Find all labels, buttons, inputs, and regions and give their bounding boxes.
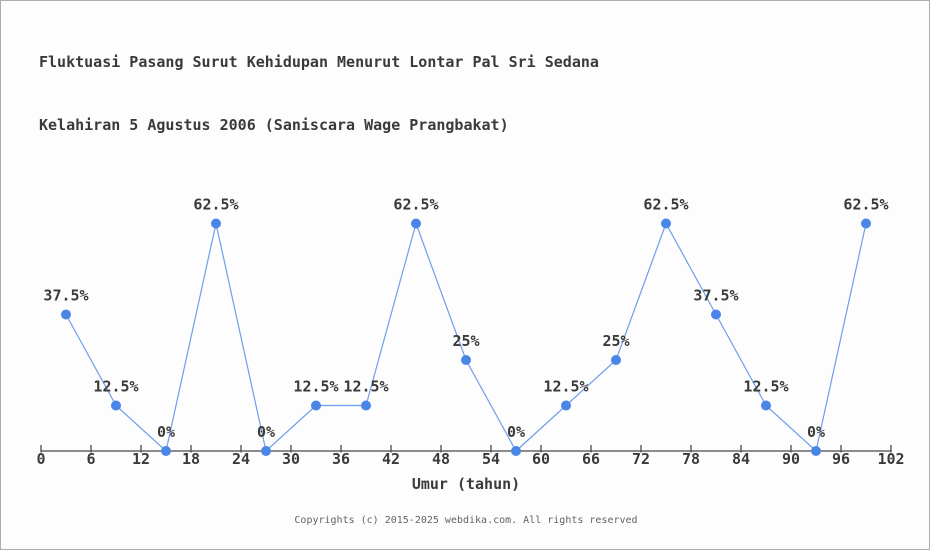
x-axis-tick-label: 6	[86, 450, 95, 468]
x-axis-tick-label: 12	[132, 450, 150, 468]
x-axis-tick-label: 24	[232, 450, 250, 468]
data-point-marker	[361, 400, 371, 411]
copyright-footer: Copyrights (c) 2015-2025 webdika.com. Al…	[294, 515, 638, 526]
data-point-label: 12.5%	[293, 378, 338, 396]
data-point-marker	[211, 218, 221, 229]
data-point-marker	[311, 400, 321, 411]
x-axis-tick-label: 54	[482, 450, 500, 468]
data-point-marker	[61, 309, 71, 320]
x-axis-tick-label: 102	[877, 450, 904, 468]
data-point-marker	[111, 400, 121, 411]
data-point-label: 12.5%	[543, 378, 588, 396]
chart-title-line2: Kelahiran 5 Agustus 2006 (Saniscara Wage…	[39, 116, 509, 134]
data-point-marker	[511, 446, 521, 456]
data-point-label: 25%	[602, 332, 629, 350]
x-axis-tick-label: 36	[332, 450, 350, 468]
data-point-label: 25%	[452, 332, 479, 350]
data-point-label: 12.5%	[743, 378, 788, 396]
chart-title-line1: Fluktuasi Pasang Surut Kehidupan Menurut…	[39, 53, 599, 71]
data-point-marker	[811, 446, 821, 456]
data-point-marker	[711, 309, 721, 320]
x-axis-tick-label: 96	[832, 450, 850, 468]
x-axis-tick-label: 72	[632, 450, 650, 468]
x-axis-tick-label: 30	[282, 450, 300, 468]
data-point-marker	[661, 218, 671, 229]
x-axis-tick-label: 0	[36, 450, 45, 468]
data-point-marker	[411, 218, 421, 229]
data-point-marker	[611, 355, 621, 365]
data-point-label: 62.5%	[393, 196, 438, 214]
x-axis-tick-label: 42	[382, 450, 400, 468]
data-point-marker	[261, 446, 271, 456]
x-axis-title: Umur (tahun)	[411, 475, 521, 493]
data-point-label: 62.5%	[843, 196, 888, 214]
data-point-marker	[461, 355, 471, 365]
data-point-marker	[561, 400, 571, 411]
x-axis-tick-label: 48	[432, 450, 450, 468]
data-point-marker	[761, 400, 771, 411]
data-point-label: 0%	[807, 423, 825, 441]
data-point-label: 62.5%	[193, 196, 238, 214]
data-point-label: 37.5%	[693, 287, 738, 305]
x-axis-tick-label: 66	[582, 450, 600, 468]
data-point-label: 0%	[157, 423, 175, 441]
chart-title: Fluktuasi Pasang Surut Kehidupan Menurut…	[39, 10, 599, 178]
x-axis-tick-label: 78	[682, 450, 700, 468]
data-point-label: 37.5%	[43, 287, 88, 305]
x-axis-tick-label: 18	[182, 450, 200, 468]
data-point-label: 62.5%	[643, 196, 688, 214]
data-point-label: 0%	[507, 423, 525, 441]
data-point-marker	[161, 446, 171, 456]
data-point-label: 12.5%	[93, 378, 138, 396]
x-axis-tick-label: 90	[782, 450, 800, 468]
x-axis-tick-label: 84	[732, 450, 750, 468]
data-point-label: 12.5%	[343, 378, 388, 396]
data-point-marker	[861, 218, 871, 229]
data-point-label: 0%	[257, 423, 275, 441]
x-axis-tick-label: 60	[532, 450, 550, 468]
